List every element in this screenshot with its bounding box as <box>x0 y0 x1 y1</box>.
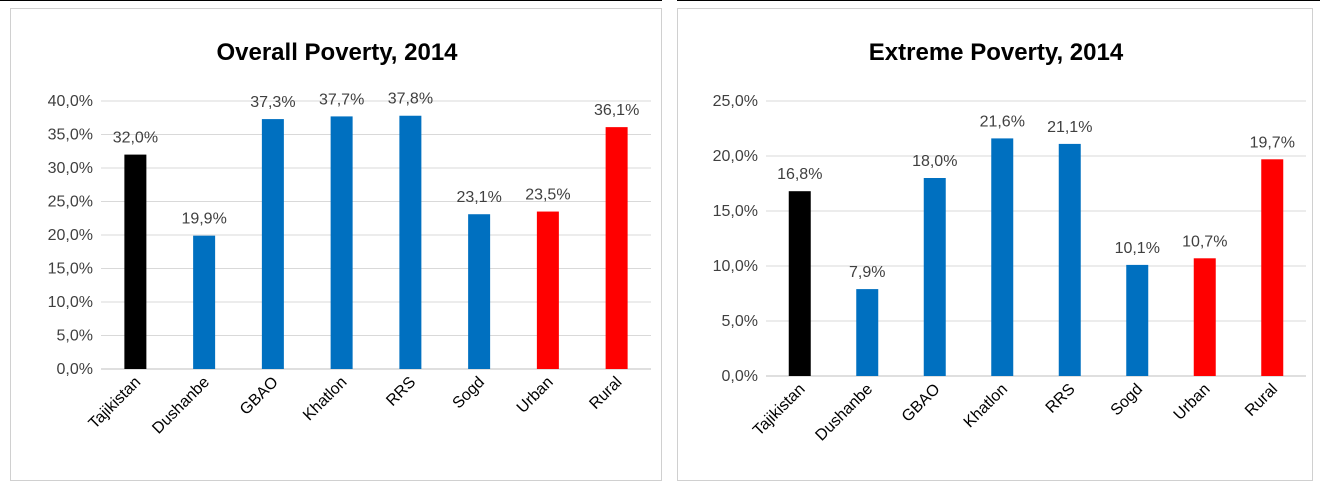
x-tick-label: Tajikistan <box>750 381 809 440</box>
x-tick-label: Khatlon <box>300 374 350 424</box>
bar <box>330 116 353 369</box>
data-label: 18,0% <box>912 153 957 170</box>
bar <box>856 289 879 376</box>
x-tick-label: Dushanbe <box>812 381 876 445</box>
overall-poverty-chart: Overall Poverty, 2014 0,0% 5,0% 10,0% 15,0%… <box>10 8 662 481</box>
x-tick-label: Khatlon <box>961 381 1011 431</box>
x-tick-label: RRS <box>383 374 419 410</box>
top-rule-right <box>677 0 1320 1</box>
y-tick-label: 40,0% <box>48 93 93 110</box>
y-tick-label: 5,0% <box>57 328 93 345</box>
extreme-poverty-plot: Extreme Poverty, 2014 0,0% 5,0% 10,0% 15,0%… <box>713 39 1306 445</box>
data-label: 37,8% <box>388 91 433 108</box>
data-label: 32,0% <box>113 130 158 147</box>
y-tick-label: 10,0% <box>48 294 93 311</box>
bar <box>1261 159 1284 376</box>
x-tick-label: Rural <box>586 374 625 413</box>
x-tick-label: Dushanbe <box>149 374 213 438</box>
y-tick-label: 25,0% <box>48 194 93 211</box>
data-label: 36,1% <box>594 102 639 119</box>
y-tick-label: 35,0% <box>48 127 93 144</box>
x-tick-label: Urban <box>1171 381 1214 424</box>
data-label: 10,7% <box>1182 233 1227 250</box>
data-label: 37,7% <box>319 91 364 108</box>
chart-title: Extreme Poverty, 2014 <box>869 39 1124 66</box>
bar <box>605 127 628 369</box>
bar <box>261 119 284 369</box>
bar <box>1058 143 1081 376</box>
overall-poverty-plot: Overall Poverty, 2014 0,0% 5,0% 10,0% 15,0%… <box>48 39 651 438</box>
x-tick-label: Tajikistan <box>86 374 145 433</box>
y-tick-label: 10,0% <box>713 258 758 275</box>
bar <box>991 138 1014 376</box>
bar <box>788 191 811 376</box>
data-label: 7,9% <box>849 264 885 281</box>
y-tick-label: 0,0% <box>722 368 758 385</box>
chart-title: Overall Poverty, 2014 <box>216 39 458 66</box>
x-tick-label: Sogd <box>450 374 488 412</box>
bar <box>923 178 946 376</box>
data-label: 23,1% <box>456 189 501 206</box>
y-tick-label: 5,0% <box>722 313 758 330</box>
data-label: 37,3% <box>250 94 295 111</box>
data-label: 21,1% <box>1047 119 1092 136</box>
data-label: 16,8% <box>777 166 822 183</box>
data-label: 21,6% <box>980 113 1025 130</box>
y-tick-label: 20,0% <box>48 227 93 244</box>
x-tick-label: GBAO <box>899 381 944 426</box>
y-tick-label: 25,0% <box>713 93 758 110</box>
bar <box>193 235 216 369</box>
x-tick-label: GBAO <box>237 374 282 419</box>
data-label: 23,5% <box>525 187 570 204</box>
bar <box>536 211 559 369</box>
data-label: 19,9% <box>181 211 226 228</box>
extreme-poverty-chart: Extreme Poverty, 2014 0,0% 5,0% 10,0% 15,0%… <box>677 8 1313 481</box>
y-tick-label: 20,0% <box>713 148 758 165</box>
bar <box>1126 264 1149 376</box>
bar <box>1193 258 1216 376</box>
x-tick-label: RRS <box>1043 381 1079 417</box>
top-rule-left <box>0 0 662 1</box>
x-tick-label: Rural <box>1242 381 1281 420</box>
data-label: 10,1% <box>1115 240 1160 257</box>
y-tick-label: 0,0% <box>57 361 93 378</box>
y-tick-label: 15,0% <box>713 203 758 220</box>
bar <box>468 214 491 369</box>
data-label: 19,7% <box>1250 134 1295 151</box>
y-tick-label: 15,0% <box>48 261 93 278</box>
bar <box>399 115 422 370</box>
x-tick-label: Sogd <box>1108 381 1146 419</box>
x-tick-label: Urban <box>514 374 557 417</box>
y-tick-label: 30,0% <box>48 160 93 177</box>
bar <box>124 154 147 369</box>
